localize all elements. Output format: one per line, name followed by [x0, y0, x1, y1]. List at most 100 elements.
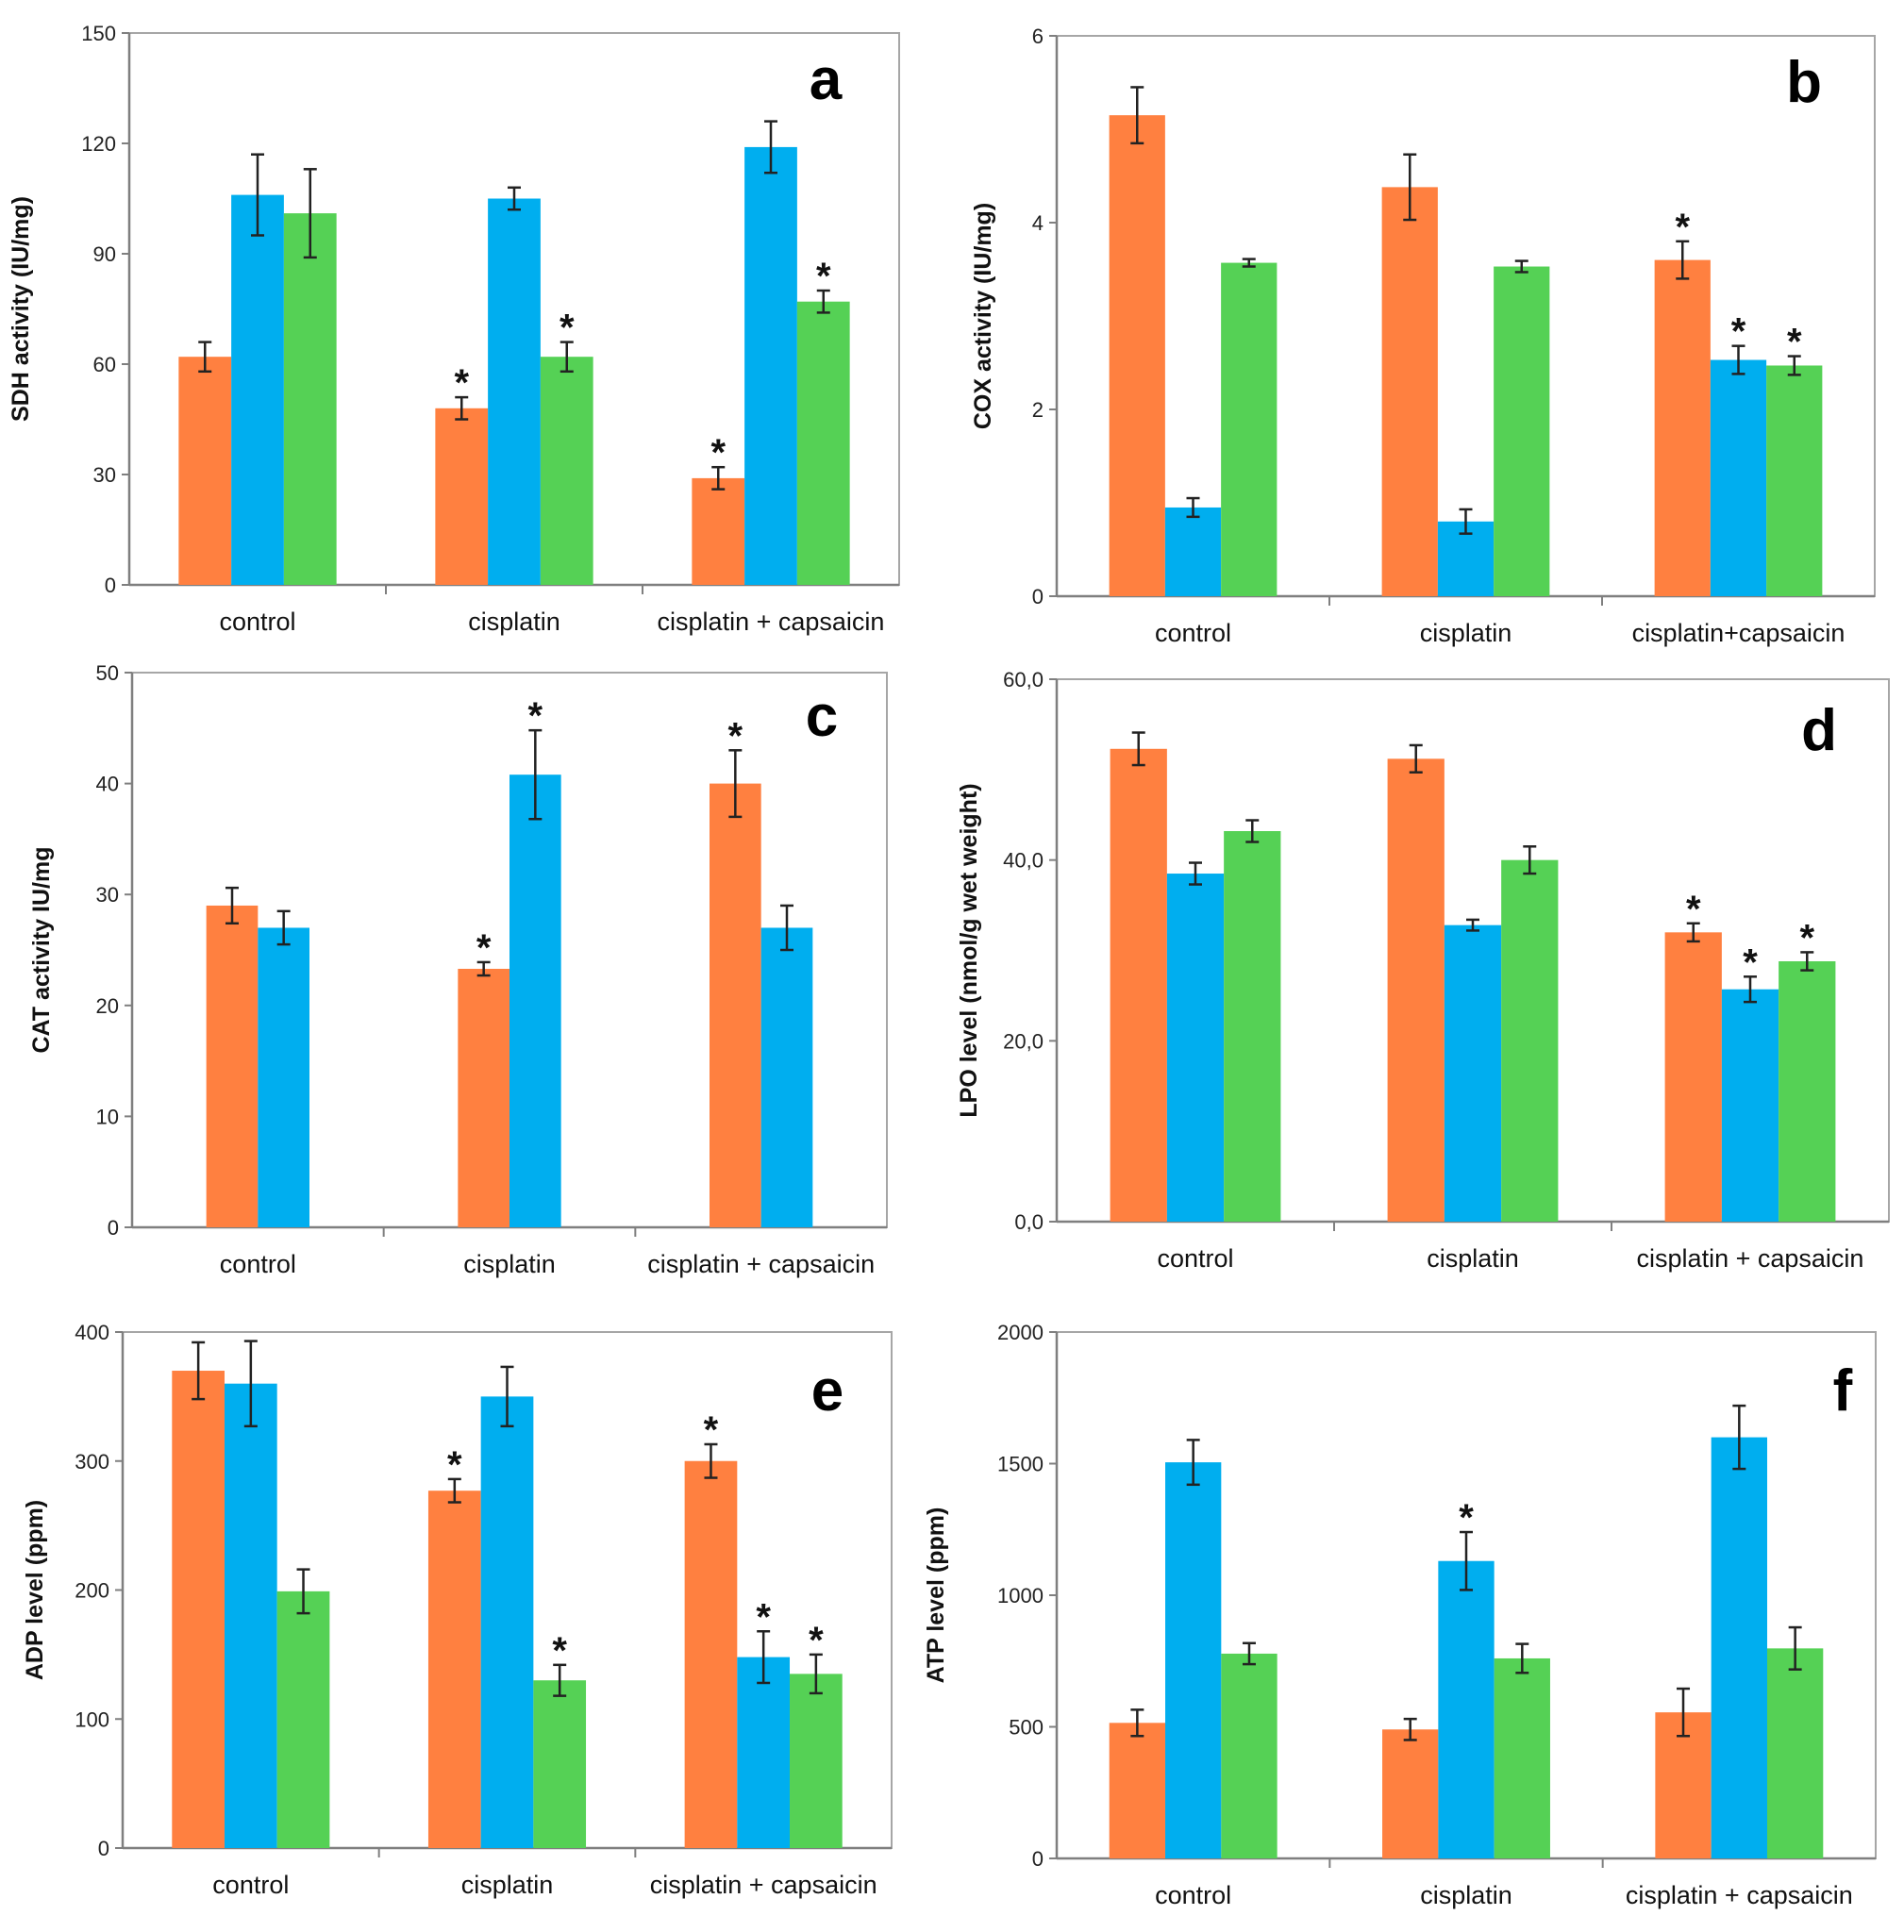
category-label: control — [212, 1871, 289, 1899]
bar-series1-c-2 — [458, 968, 509, 1227]
bar-series1-c-1 — [206, 905, 259, 1227]
y-tick-label: 10 — [96, 1105, 119, 1128]
category-label: cisplatin + capsaicin — [1637, 1244, 1864, 1273]
bar-series1-e-2 — [427, 1491, 481, 1848]
category-label: control — [1155, 619, 1231, 647]
y-tick-label: 500 — [1009, 1716, 1044, 1740]
y-tick-label: 4 — [1032, 211, 1044, 235]
y-axis-title: LPO level (nmol/g wet weight) — [956, 783, 982, 1117]
y-tick-label: 6 — [1032, 25, 1044, 48]
significance-star: * — [1787, 322, 1802, 363]
category-label: cisplatin — [468, 608, 560, 636]
bar-series3-b-2 — [1494, 266, 1550, 596]
bar-series2-e-3 — [737, 1657, 791, 1848]
bar-series2-f-1 — [1165, 1462, 1222, 1858]
y-tick-label: 0 — [98, 1837, 109, 1860]
bar-series1-b-3 — [1654, 259, 1711, 596]
significance-star: * — [1675, 207, 1690, 248]
panel-label: f — [1833, 1358, 1853, 1424]
bar-series3-a-2 — [540, 357, 593, 585]
y-tick-label: 0 — [108, 1216, 119, 1240]
significance-star: * — [1799, 917, 1814, 958]
category-label: cisplatin — [1420, 1881, 1512, 1909]
significance-star: * — [816, 256, 831, 297]
bar-series2-c-2 — [509, 774, 561, 1227]
chart-panel-f: 0 500 1000 1500 2000 control cisplatin cisplati… — [923, 1321, 1877, 1909]
panel-label: d — [1801, 698, 1837, 763]
bar-series3-e-2 — [533, 1680, 587, 1848]
y-tick-label: 30 — [93, 463, 116, 487]
bar-series1-d-1 — [1110, 748, 1167, 1222]
y-tick-label: 1000 — [997, 1584, 1044, 1607]
y-tick-label: 20,0 — [1003, 1029, 1044, 1053]
category-label: cisplatin + capsaicin — [650, 1871, 877, 1899]
y-axis-title: ATP level (ppm) — [923, 1507, 949, 1684]
category-label: cisplatin + capsaicin — [647, 1250, 875, 1278]
category-label: cisplatin+capsaicin — [1632, 619, 1846, 647]
bar-series2-e-1 — [224, 1383, 277, 1848]
y-axis-title: SDH activity (IU/mg) — [8, 196, 34, 422]
y-tick-label: 30 — [96, 883, 119, 907]
y-tick-label: 50 — [96, 661, 119, 685]
chart-panel-a: 0 30 60 90 120 150 control cisplatin cisplatin +… — [8, 22, 900, 636]
y-tick-label: 2000 — [997, 1321, 1044, 1344]
bar-series1-e-1 — [172, 1371, 225, 1848]
bar-series3-f-3 — [1766, 1648, 1824, 1858]
panel-label: a — [810, 47, 843, 112]
bar-series2-d-2 — [1444, 924, 1502, 1222]
y-tick-label: 1500 — [997, 1453, 1044, 1476]
significance-star: * — [560, 308, 575, 349]
bar-series2-e-2 — [480, 1396, 534, 1848]
category-label: control — [220, 1250, 296, 1278]
significance-star: * — [1743, 941, 1758, 983]
bar-series2-b-3 — [1710, 359, 1767, 596]
bar-series3-f-2 — [1494, 1657, 1550, 1858]
y-tick-label: 400 — [75, 1321, 109, 1344]
chart-panel-e: 0 100 200 300 400 control cisplatin cisplatin +… — [22, 1321, 893, 1899]
y-tick-label: 300 — [75, 1450, 109, 1474]
significance-star: * — [1459, 1497, 1474, 1539]
y-tick-label: 40,0 — [1003, 849, 1044, 873]
bar-series2-d-3 — [1721, 989, 1779, 1222]
bar-series1-a-2 — [435, 408, 489, 585]
bar-series3-a-3 — [796, 301, 850, 585]
chart-panel-b: 0 2 4 6 control cisplatin cisplatin+capsaicin *… — [970, 25, 1876, 647]
chart-panel-c: 0 10 20 30 40 50 control cisplatin cisplatin + c… — [28, 661, 888, 1278]
bar-series1-d-3 — [1664, 932, 1722, 1222]
category-label: cisplatin — [463, 1250, 556, 1278]
category-label: cisplatin — [1420, 619, 1512, 647]
y-tick-label: 100 — [75, 1707, 109, 1731]
category-label: control — [1157, 1244, 1233, 1273]
bar-series3-b-1 — [1221, 262, 1278, 596]
y-tick-label: 0 — [1032, 1847, 1044, 1871]
bar-series3-f-1 — [1221, 1653, 1278, 1858]
significance-star: * — [528, 695, 543, 737]
category-label: control — [219, 608, 295, 636]
bar-series1-f-1 — [1109, 1723, 1166, 1858]
bar-series2-d-1 — [1166, 874, 1225, 1222]
significance-star: * — [454, 362, 469, 404]
significance-star: * — [809, 1620, 824, 1661]
y-tick-label: 200 — [75, 1579, 109, 1603]
significance-star: * — [1731, 311, 1746, 353]
bar-series3-a-1 — [283, 213, 337, 585]
bar-series3-b-3 — [1766, 365, 1823, 596]
panel-label: c — [806, 684, 838, 749]
y-tick-label: 0,0 — [1014, 1210, 1044, 1234]
category-label: cisplatin + capsaicin — [658, 608, 885, 636]
bar-series1-b-1 — [1109, 115, 1165, 597]
significance-star: * — [476, 927, 492, 969]
significance-star: * — [552, 1630, 567, 1672]
y-tick-label: 40 — [96, 773, 119, 796]
category-label: cisplatin — [1427, 1244, 1519, 1273]
bar-series2-c-1 — [258, 927, 309, 1227]
bar-series1-a-3 — [692, 477, 745, 585]
bar-series3-e-1 — [276, 1591, 330, 1848]
y-tick-label: 0 — [1032, 585, 1044, 608]
y-tick-label: 0 — [105, 574, 116, 597]
bar-series1-e-3 — [684, 1460, 738, 1848]
bar-series1-d-2 — [1387, 758, 1445, 1222]
significance-star: * — [1686, 889, 1701, 930]
y-tick-label: 150 — [81, 22, 116, 45]
